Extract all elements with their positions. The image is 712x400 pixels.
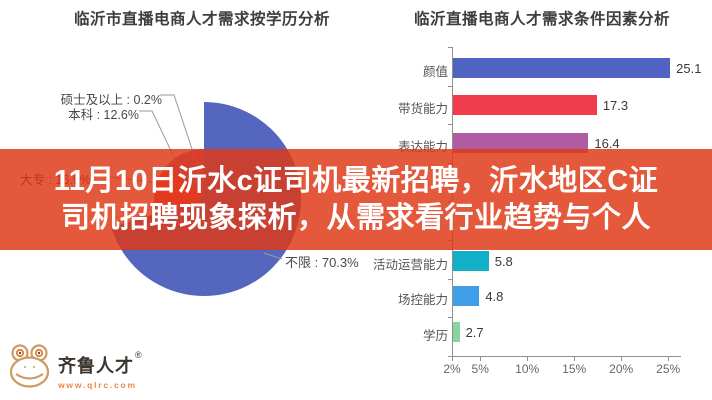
bar-row: 场控能力 4.8 — [356, 286, 712, 307]
pie-chart-title: 临沂市直播电商人才需求按学历分析 — [73, 11, 330, 28]
registered-trademark-icon: ® — [135, 350, 142, 360]
x-axis-tick-label: 2% — [443, 362, 461, 376]
logo-text: 齐鲁人才 ® www.qlrc.com — [58, 340, 142, 390]
bar-value-label: 4.8 — [485, 289, 504, 304]
pie-label-bachelor: 本科 : 12.6% — [68, 108, 139, 122]
bar-row: 学历 2.7 — [356, 322, 712, 343]
x-axis-tick — [452, 357, 453, 361]
x-axis-tick-label: 5% — [471, 362, 489, 376]
bar-category-label: 活动运营能力 — [372, 258, 448, 272]
x-axis-tick — [527, 357, 529, 361]
qlrc-logo: 齐鲁人才 ® www.qlrc.com — [8, 340, 142, 392]
x-axis-tick-label: 15% — [562, 362, 587, 376]
bar — [453, 58, 671, 78]
x-axis-tick — [480, 357, 482, 361]
bar — [453, 133, 589, 153]
headline-banner: 11月10日沂水c证司机最新招聘，沂水地区C证 司机招聘现象探析，从需求看行业趋… — [0, 149, 712, 250]
bar-category-label: 场控能力 — [397, 293, 448, 307]
y-axis-tick — [448, 47, 452, 48]
frog-icon — [9, 344, 50, 388]
headline-line-2: 司机招聘现象探析，从需求看行业趋势与个人 — [60, 201, 651, 234]
bar — [453, 251, 489, 271]
x-axis-tick-label: 25% — [656, 362, 681, 376]
pie-label-masters: 硕士及以上 : 0.2% — [60, 93, 162, 107]
x-axis-tick — [668, 357, 670, 361]
bar-value-label: 25.1 — [676, 61, 702, 76]
bar — [453, 95, 597, 115]
bar-row: 活动运营能力 5.8 — [356, 251, 712, 272]
bar-value-label: 2.7 — [465, 325, 484, 340]
y-axis-tick — [448, 85, 452, 87]
bar-category-label: 学历 — [422, 329, 448, 343]
x-axis-tick — [574, 357, 576, 361]
x-axis-tick-label: 10% — [515, 362, 540, 376]
bar-chart: 颜值 25.1 带货能力 17.3 表达能力 16.4 活动运营能力 5.8 场控能力 4.8 学历… — [356, 0, 712, 400]
x-axis-tick — [621, 357, 623, 361]
y-axis-tick — [448, 317, 452, 319]
bar — [453, 322, 460, 342]
bar — [453, 286, 480, 306]
bar-row: 带货能力 17.3 — [356, 95, 712, 116]
logo-website: www.qlrc.com — [58, 380, 137, 390]
y-axis-tick — [448, 124, 452, 126]
bar-chart-value-axis — [452, 356, 681, 357]
y-axis-tick — [448, 278, 452, 280]
logo-brand-name: 齐鲁人才 — [58, 356, 134, 376]
pie-label-unlimited: 不限 : 70.3% — [285, 255, 359, 270]
bar-category-label: 带货能力 — [397, 102, 448, 116]
headline-line-1: 11月10日沂水c证司机最新招聘，沂水地区C证 — [53, 164, 659, 197]
bar-chart-title: 临沂直播电商人才需求条件因素分析 — [413, 11, 670, 28]
bar-row: 颜值 25.1 — [356, 58, 712, 79]
bar-value-label: 16.4 — [594, 136, 620, 151]
bar-value-label: 5.8 — [494, 254, 513, 269]
bar-value-label: 17.3 — [602, 98, 629, 113]
bar-category-label: 颜值 — [422, 65, 448, 79]
y-axis-tick — [448, 355, 452, 357]
x-axis-tick-label: 20% — [609, 362, 634, 376]
